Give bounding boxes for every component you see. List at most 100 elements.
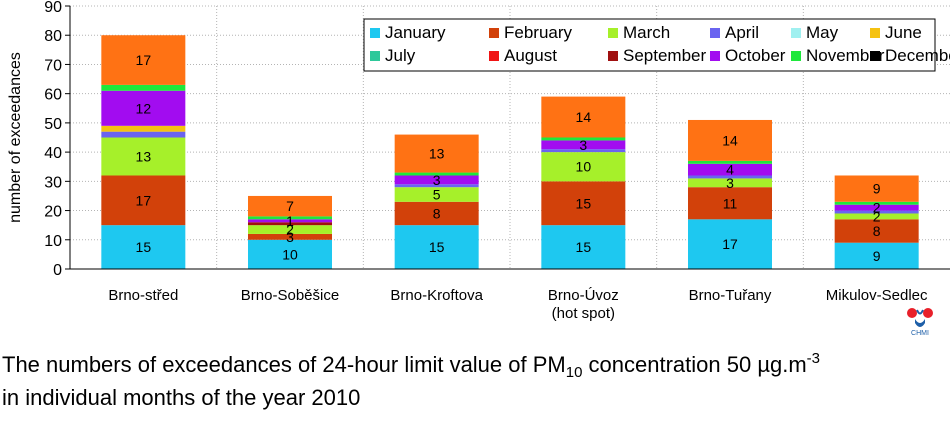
bar-segment (248, 233, 332, 240)
bar-segment (101, 137, 186, 176)
caption-line-2: in individual months of the year 2010 (2, 385, 361, 410)
data-label: 3 (433, 172, 441, 188)
data-label: 3 (726, 175, 734, 191)
y-tick-label: 30 (44, 174, 62, 191)
x-tick-label: Mikulov-Sedlec (826, 287, 928, 304)
bar-segment (541, 140, 626, 150)
legend-swatch (608, 51, 618, 61)
bar-segment (834, 213, 919, 220)
figure-caption: The numbers of exceedances of 24-hour li… (2, 346, 820, 410)
legend-label: June (885, 23, 922, 42)
legend-label: July (385, 46, 416, 65)
legend-swatch (710, 51, 720, 61)
legend-label: May (806, 23, 839, 42)
gridlines (70, 5, 950, 269)
legend-label: October (725, 46, 786, 65)
x-tick-label: Brno-Kroftova (390, 287, 483, 304)
bar-segment (834, 175, 919, 202)
bar-segment (101, 225, 186, 269)
data-label: 3 (579, 137, 587, 153)
y-tick-label: 20 (44, 204, 62, 221)
legend-swatch (370, 51, 380, 61)
legend-swatch (870, 51, 880, 61)
data-label: 13 (429, 146, 445, 162)
bar-segment (101, 35, 186, 85)
data-label: 9 (873, 248, 881, 264)
x-tick-label: Brno-Úvoz (548, 287, 619, 304)
x-tick-label: Brno-Tuřany (689, 287, 772, 304)
legend-box (363, 18, 936, 72)
y-tick-label: 10 (44, 233, 62, 250)
data-label: 4 (726, 162, 734, 178)
bar-segment (541, 181, 626, 226)
caption-text: concentration 50 µg.m (582, 352, 807, 377)
y-tick-label: 0 (53, 262, 62, 279)
data-label: 15 (576, 239, 592, 255)
data-label: 11 (723, 195, 738, 211)
data-label: 9 (873, 181, 881, 197)
data-label: 15 (576, 195, 592, 211)
bar-segment (394, 134, 479, 173)
x-tick-label: Brno-střed (108, 287, 178, 304)
bar-segment (248, 225, 332, 234)
bar-segment (394, 187, 479, 202)
bar-segment (101, 90, 186, 126)
data-label: 12 (136, 100, 152, 116)
data-label: 15 (136, 239, 152, 255)
bar-segment (394, 184, 479, 188)
data-label: 17 (722, 236, 738, 252)
data-label: 2 (873, 200, 881, 216)
data-label: 2 (873, 208, 881, 224)
bar-segment (541, 225, 626, 269)
legend-swatch (710, 28, 720, 38)
data-label: 14 (722, 132, 738, 148)
bar-segment (541, 149, 626, 153)
bar-segment (688, 178, 772, 188)
legend-label: March (623, 23, 670, 42)
caption-line-1: The numbers of exceedances of 24-hour li… (2, 346, 820, 385)
bar-segment (101, 175, 186, 226)
legend: January February March April May June July Augu… (363, 18, 950, 72)
data-label: 8 (433, 205, 441, 221)
legend-swatch (370, 28, 380, 38)
legend-swatch (791, 51, 801, 61)
data-label: 3 (286, 229, 294, 245)
bar-segment (834, 210, 919, 214)
legend-label: September (623, 46, 706, 65)
y-tick-label: 90 (44, 0, 62, 16)
bar-segment (248, 216, 332, 220)
data-label: 13 (136, 148, 152, 164)
bar-segment (688, 219, 772, 269)
data-label: 10 (576, 159, 592, 175)
y-tick-label: 60 (44, 87, 62, 104)
bar-segment (248, 239, 332, 269)
bar-segment (834, 242, 919, 269)
bar-segment (541, 152, 626, 182)
legend-label: January (385, 23, 446, 42)
legend-swatch (608, 28, 618, 38)
data-label: 5 (433, 186, 441, 202)
bar-segment (101, 84, 186, 91)
x-tick-sublabel: (hot spot) (552, 305, 615, 322)
data-label: 17 (136, 52, 152, 68)
bar-segment (248, 222, 332, 226)
legend-label: November (806, 46, 885, 65)
bar-segment (541, 96, 626, 138)
legend-label: August (504, 46, 557, 65)
bars: 1517131217103217158531315151031417113414… (101, 35, 919, 269)
logo-red-dot-icon (923, 308, 933, 318)
legend-swatch (870, 28, 880, 38)
data-label: 10 (282, 246, 298, 262)
bar-segment (688, 187, 772, 220)
bar-segment (688, 163, 772, 176)
logo-wave-icon (915, 319, 925, 327)
bar-segment (394, 201, 479, 226)
bar-segment (834, 204, 919, 211)
legend-swatch (489, 28, 499, 38)
data-label: 14 (576, 109, 592, 125)
bar-segment (101, 125, 186, 132)
data-label: 7 (286, 198, 294, 214)
bar-segment (394, 225, 479, 269)
data-label: 17 (136, 192, 152, 208)
legend-swatch (489, 51, 499, 61)
